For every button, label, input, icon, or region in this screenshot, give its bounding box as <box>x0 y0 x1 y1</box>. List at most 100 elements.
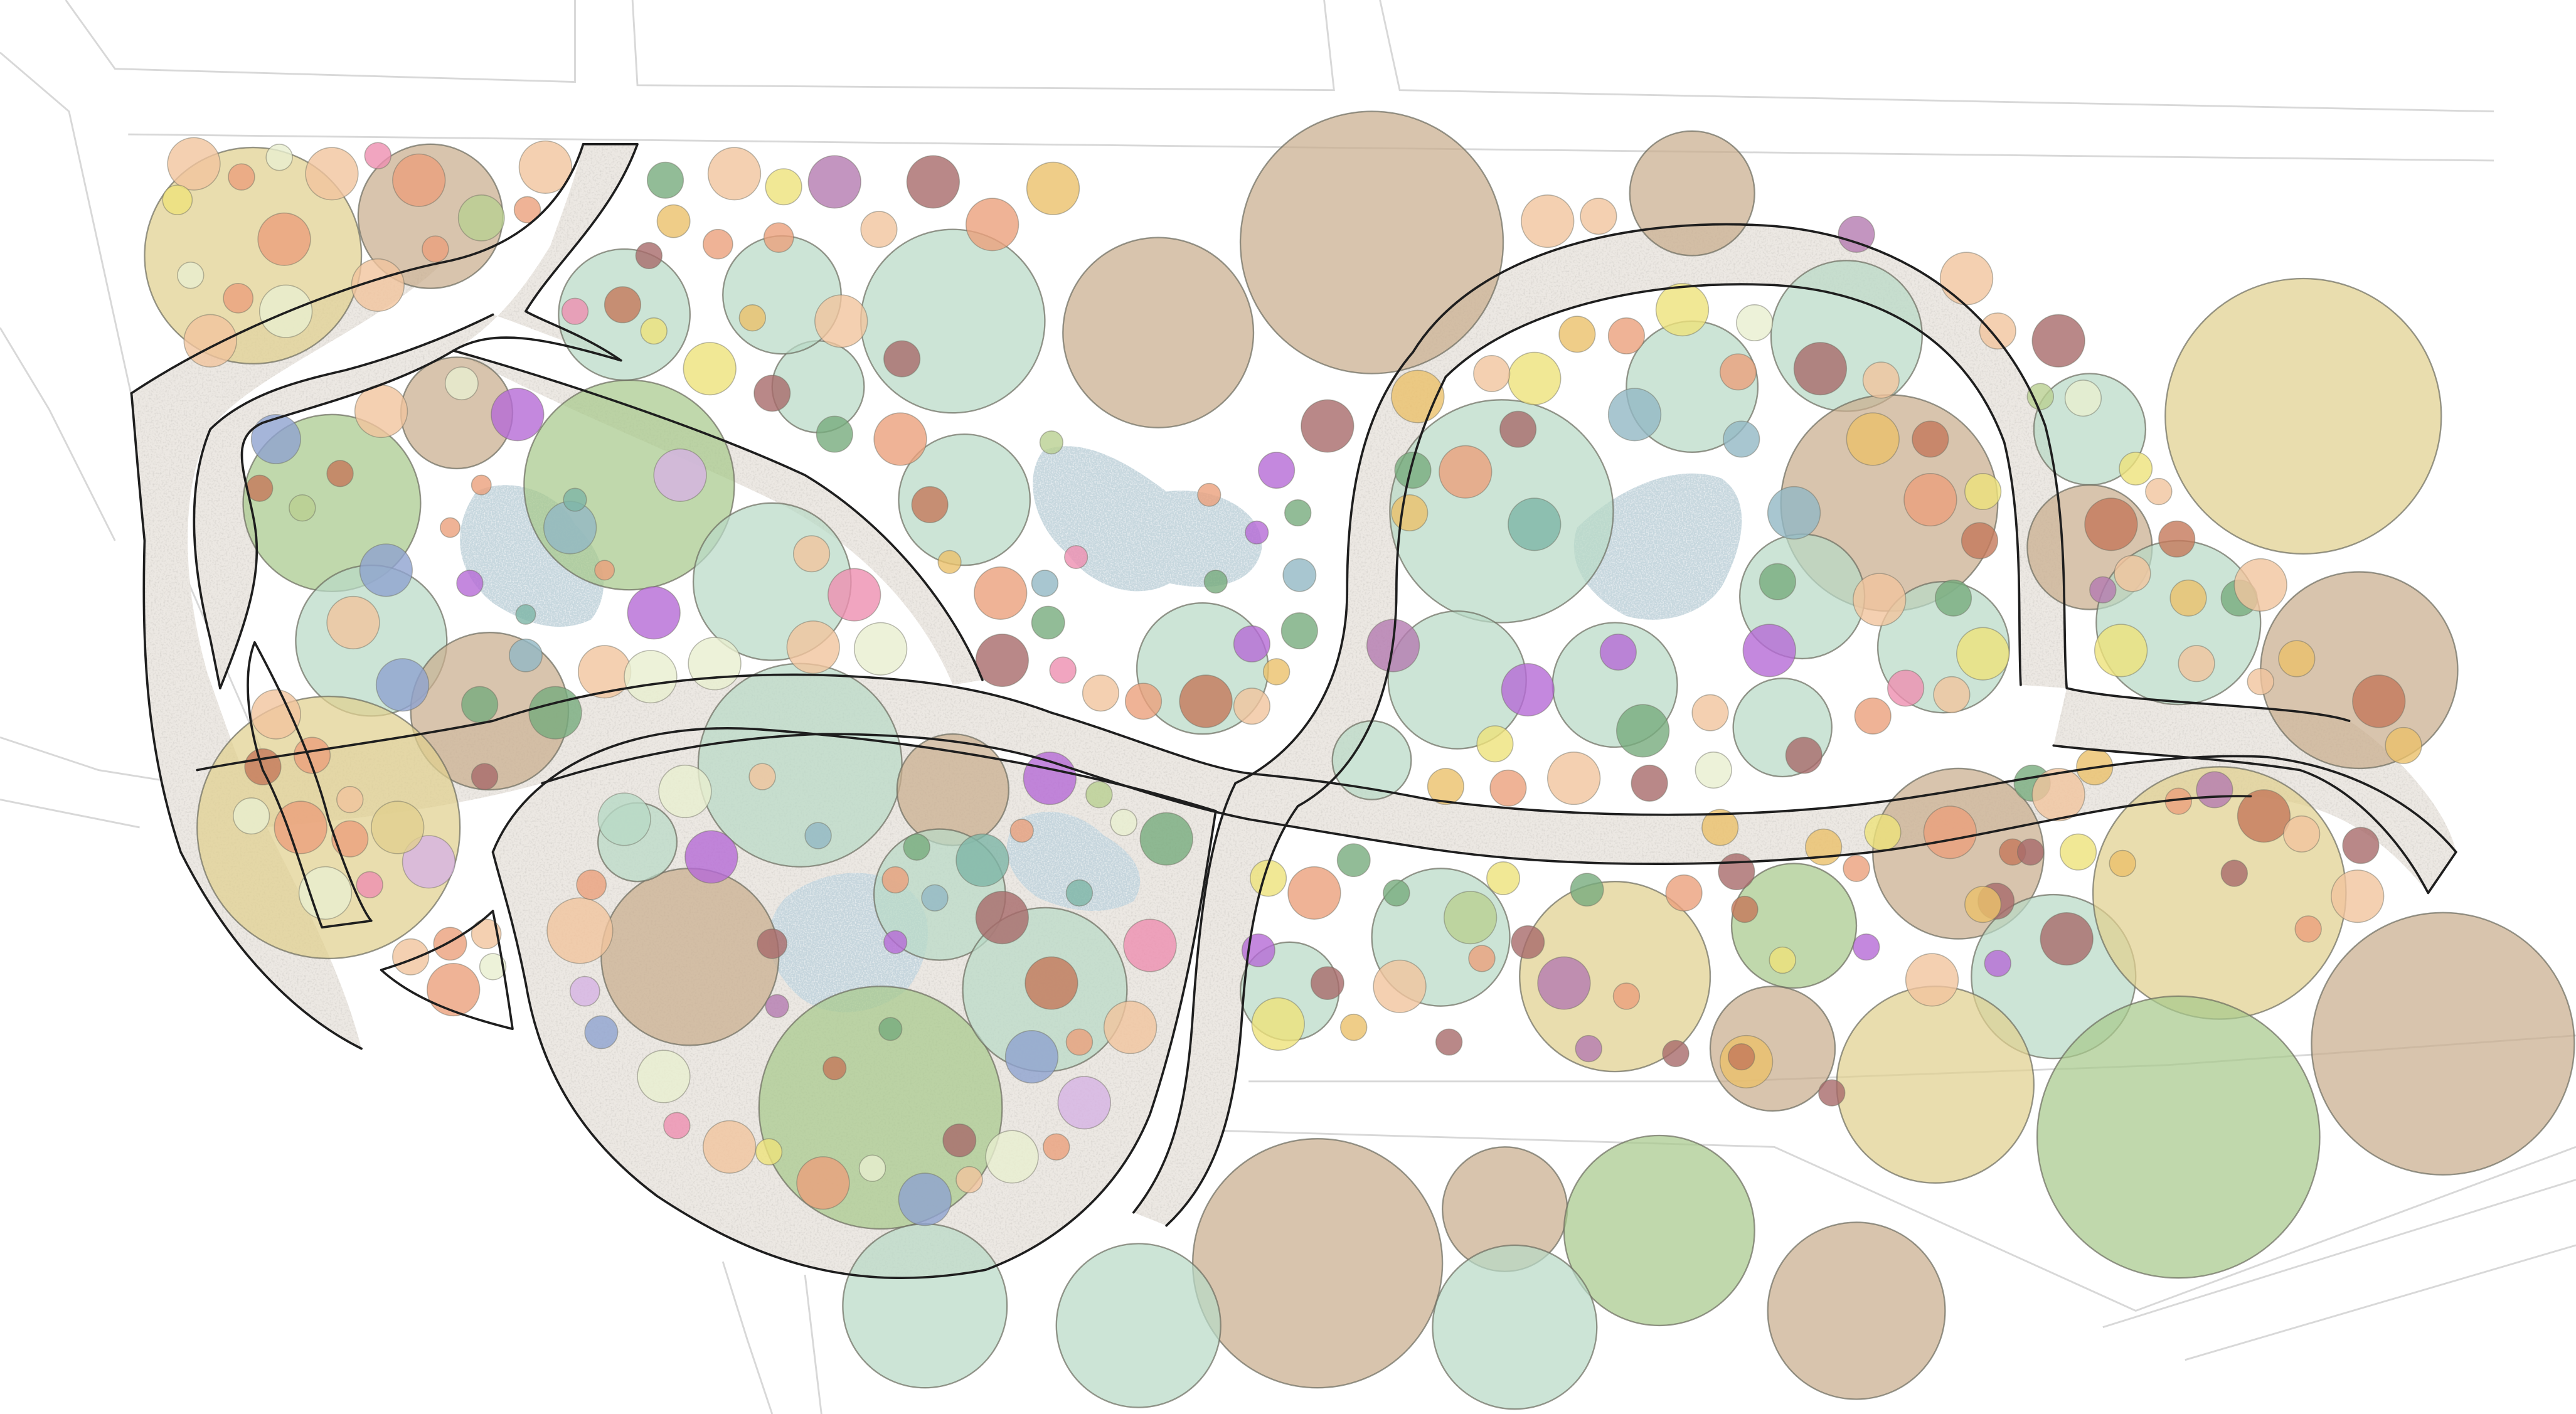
shrub <box>683 342 737 396</box>
shrub <box>1912 420 1949 458</box>
shrub <box>289 494 316 522</box>
parcel-line <box>0 327 116 541</box>
shrub <box>2247 667 2274 696</box>
shrub <box>1499 410 1537 448</box>
shrub <box>1025 956 1078 1010</box>
parcel-line <box>0 736 181 784</box>
shrub <box>1249 859 1287 897</box>
shrub <box>684 830 738 884</box>
shrub <box>1508 351 1562 405</box>
path-edge <box>1247 744 2457 895</box>
shrub <box>640 317 668 345</box>
shrub <box>223 283 254 314</box>
shrub <box>594 560 615 581</box>
shrub <box>162 184 193 215</box>
shrub <box>921 884 949 912</box>
shrub <box>955 833 1009 887</box>
shrub <box>903 833 930 861</box>
tree-canopy <box>1519 880 1711 1073</box>
shrub <box>793 535 831 573</box>
shrub <box>748 763 776 790</box>
planting-circles <box>144 110 2575 1410</box>
shrub <box>624 650 678 704</box>
shrub <box>233 797 270 835</box>
shrub <box>663 1112 691 1139</box>
water-feature <box>1573 473 1742 620</box>
shrub <box>1427 768 1464 805</box>
shrub <box>1394 452 1432 489</box>
shrub <box>1245 520 1269 545</box>
shrub <box>561 297 589 325</box>
tree-canopy <box>2311 912 2575 1176</box>
shrub <box>1336 843 1371 878</box>
shrub <box>1521 194 1575 248</box>
shrub <box>1262 658 1291 686</box>
path-edge-lines <box>130 143 2457 1279</box>
shrub <box>392 938 430 975</box>
shrub <box>2031 768 2085 822</box>
shrub <box>942 1123 977 1157</box>
shrub <box>702 1120 757 1174</box>
shrub <box>1103 1001 1158 1055</box>
shrub <box>1719 353 1757 391</box>
shrub <box>257 212 311 266</box>
shrub <box>2342 827 2380 864</box>
shrub <box>1280 612 1318 650</box>
shrub <box>1123 918 1177 972</box>
shrub <box>646 161 684 199</box>
shrub <box>1310 966 1344 1000</box>
shrub <box>1843 854 1870 882</box>
shrub <box>2119 452 2153 486</box>
shrub <box>1203 570 1228 594</box>
tree-canopy <box>1767 1221 1946 1400</box>
shrub <box>2158 520 2196 558</box>
shrub <box>1023 752 1077 805</box>
path-edge <box>247 641 373 929</box>
shrub <box>1767 486 1821 540</box>
shrub <box>702 228 733 260</box>
shrub <box>1846 412 1900 466</box>
path-edge <box>196 673 1250 775</box>
shrub <box>688 637 742 691</box>
shrub <box>1282 558 1317 592</box>
shrub <box>1736 304 1774 342</box>
shrub <box>1468 945 1496 972</box>
shrub <box>1435 1028 1463 1056</box>
shrub <box>1110 809 1137 836</box>
shrub <box>1853 933 1880 961</box>
tree-canopy <box>2164 277 2442 555</box>
shrub <box>1049 656 1077 684</box>
shrub <box>546 897 614 964</box>
shrub <box>965 198 1019 252</box>
shrub <box>1933 676 1971 713</box>
shrub <box>1575 1034 1602 1063</box>
shrub <box>2094 624 2148 678</box>
path-edge <box>1247 795 2252 865</box>
shrub <box>1009 819 1034 843</box>
shrub <box>1031 570 1059 597</box>
shrub <box>765 994 789 1018</box>
shrub <box>326 595 380 650</box>
shrub <box>1838 215 1875 253</box>
path-edge <box>524 143 639 362</box>
path-edge <box>452 349 984 681</box>
shrub <box>883 340 921 378</box>
tree-canopy <box>1629 130 1755 257</box>
shrub <box>1473 354 1511 393</box>
shrub <box>359 543 413 597</box>
shrub <box>753 375 791 412</box>
shrub <box>1251 997 1305 1051</box>
shrub <box>2294 915 2322 943</box>
shrub <box>2178 645 2215 683</box>
shrub <box>1065 879 1094 907</box>
shrub <box>433 927 467 961</box>
shrub <box>1570 873 1604 907</box>
shrub <box>1443 891 1498 945</box>
shrub <box>444 366 479 401</box>
shrub <box>1501 663 1555 717</box>
shrub <box>1701 809 1739 846</box>
shrub <box>461 686 499 723</box>
shrub <box>1124 683 1163 720</box>
shrub <box>167 137 221 191</box>
